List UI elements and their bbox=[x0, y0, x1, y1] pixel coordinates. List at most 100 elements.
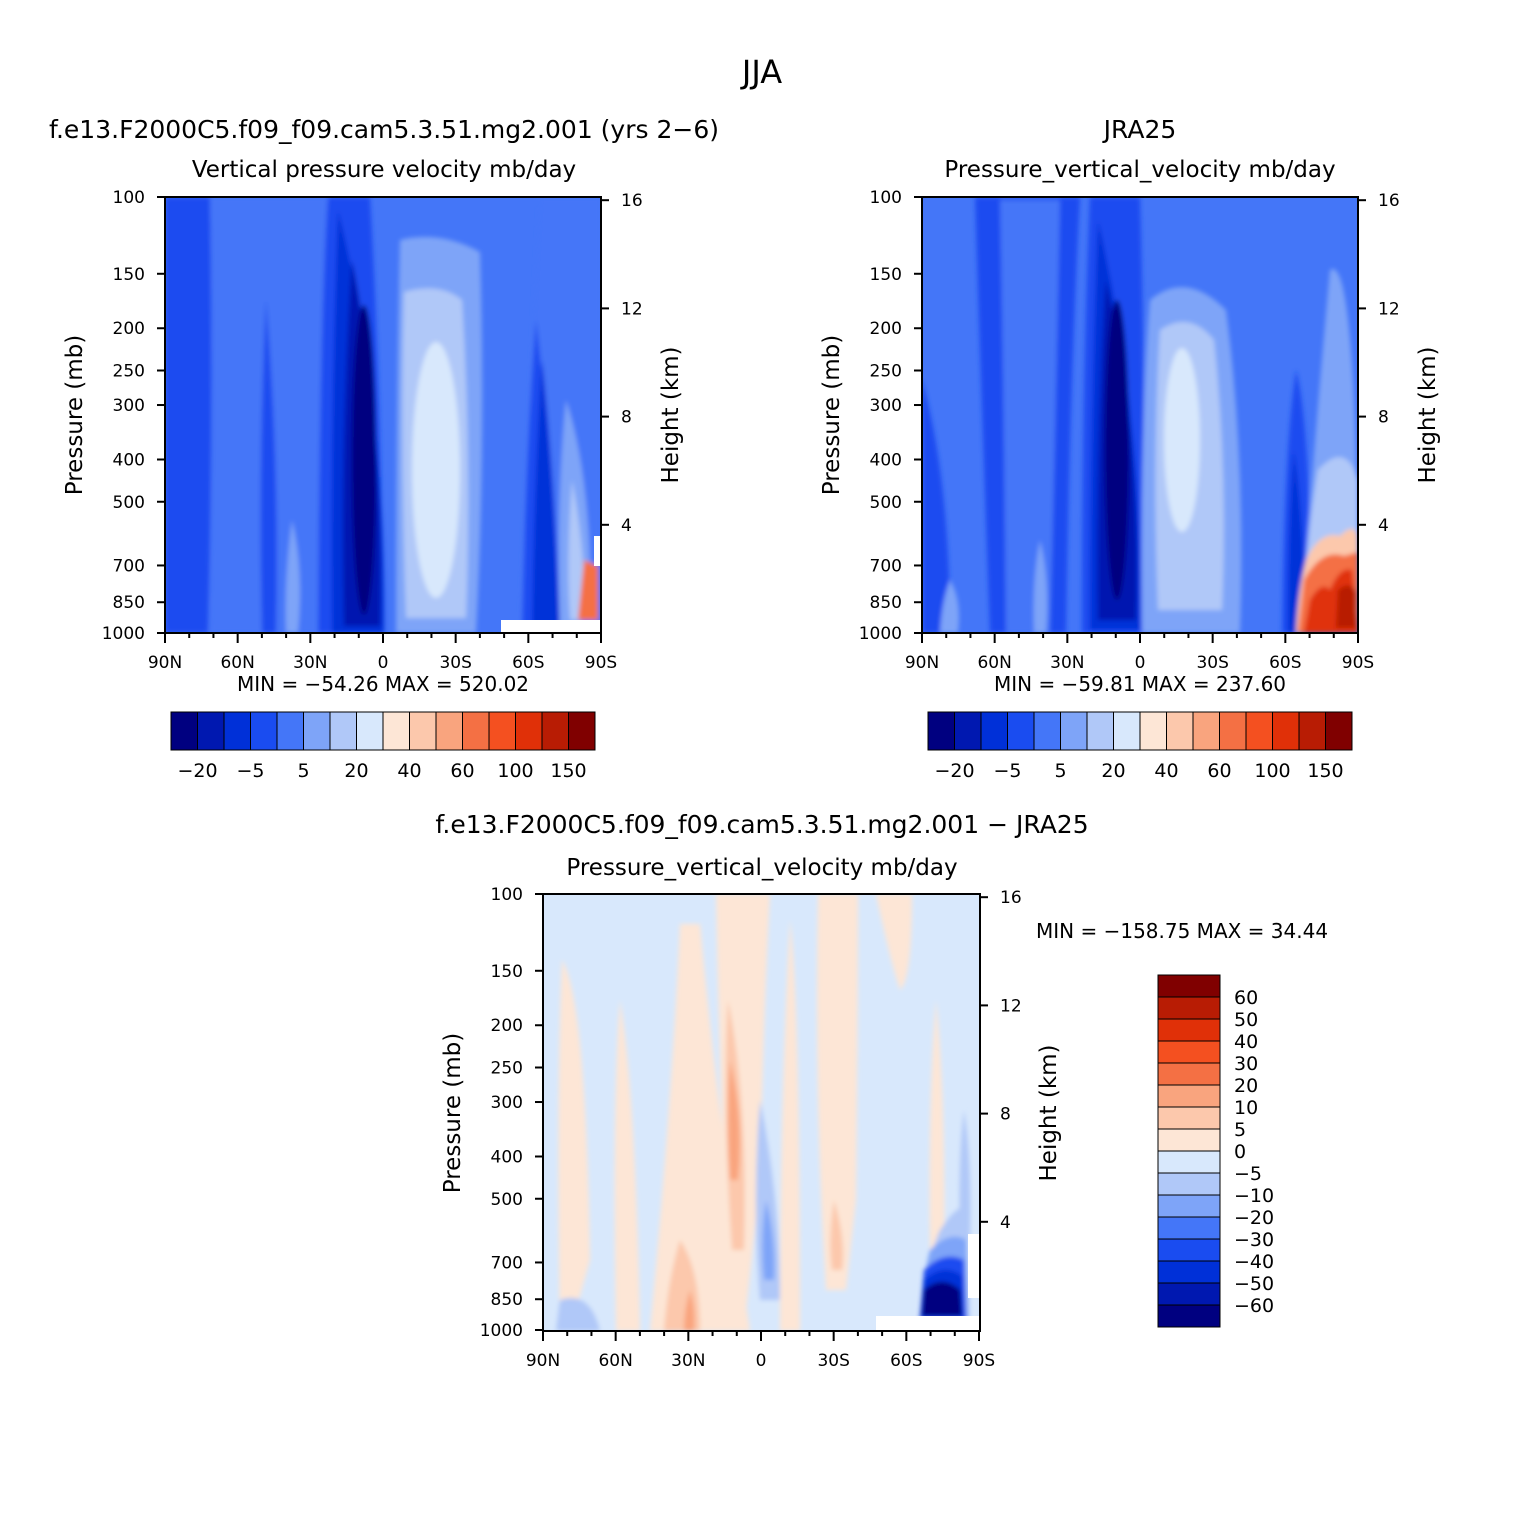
latitude-tick-label: 0 bbox=[1135, 653, 1146, 673]
figure-title: JJA bbox=[740, 53, 782, 91]
pressure-axis: 100 150 200 250 300 400 500 700 850 1000 bbox=[859, 188, 922, 644]
colorbar-swatch bbox=[1325, 711, 1353, 751]
colorbar-swatch bbox=[276, 711, 304, 751]
pressure-tick-label: 100 bbox=[113, 188, 145, 208]
contour-band bbox=[558, 960, 590, 1331]
colorbar-label: −5 bbox=[993, 760, 1021, 782]
colorbar-label: 5 bbox=[297, 760, 309, 782]
pressure-tick-label: 150 bbox=[870, 265, 902, 285]
latitude-tick-label: 0 bbox=[378, 653, 389, 673]
missing-data-patch bbox=[968, 1234, 980, 1298]
contour-band bbox=[650, 924, 750, 1331]
colorbar-swatch bbox=[1139, 711, 1167, 751]
colorbar-swatch bbox=[382, 711, 410, 751]
contour-band bbox=[762, 1200, 775, 1280]
pressure-tick-label: 100 bbox=[491, 885, 523, 905]
pressure-tick-label: 300 bbox=[113, 396, 145, 416]
colorbar-swatch bbox=[462, 711, 490, 751]
height-tick-label: 8 bbox=[1378, 408, 1389, 428]
panel-model: f.e13.F2000C5.f09_f09.cam5.3.51.mg2.001 … bbox=[49, 115, 719, 782]
colorbar-label: 150 bbox=[1307, 760, 1343, 782]
colorbar-swatch bbox=[435, 711, 463, 751]
pressure-tick-label: 400 bbox=[870, 450, 902, 470]
contour-band bbox=[817, 894, 858, 1290]
contour-band bbox=[684, 1290, 695, 1331]
latitude-tick-label: 90N bbox=[148, 653, 182, 673]
contour-band bbox=[578, 560, 598, 620]
y-axis-label-left: Pressure (mb) bbox=[62, 335, 88, 495]
colorbar-swatch bbox=[1166, 711, 1194, 751]
colorbar-label: −20 bbox=[1234, 1207, 1274, 1229]
colorbar-swatch bbox=[980, 711, 1008, 751]
contour-band bbox=[260, 300, 277, 633]
pressure-tick-label: 500 bbox=[870, 493, 902, 513]
height-tick-label: 12 bbox=[1000, 996, 1022, 1016]
colorbar-swatch bbox=[488, 711, 516, 751]
height-tick-label: 12 bbox=[621, 299, 643, 319]
colorbar-label: 5 bbox=[1054, 760, 1066, 782]
pressure-axis: 100 150 200 250 300 400 500 700 850 1000 bbox=[480, 885, 543, 1341]
panel-title: JRA25 bbox=[1102, 115, 1177, 144]
contour-band bbox=[532, 360, 560, 633]
colorbar-swatch bbox=[1157, 1216, 1221, 1240]
colorbar-label: −10 bbox=[1234, 1185, 1274, 1207]
colorbar-swatch bbox=[1157, 1150, 1221, 1174]
latitude-tick-label: 90S bbox=[585, 653, 617, 673]
colorbar-label: 5 bbox=[1234, 1119, 1246, 1141]
colorbar-swatch bbox=[1157, 1282, 1221, 1306]
colorbar-swatch bbox=[515, 711, 543, 751]
latitude-tick-label: 90N bbox=[905, 653, 939, 673]
colorbar-swatch bbox=[223, 711, 251, 751]
pressure-tick-label: 400 bbox=[113, 450, 145, 470]
colorbar-label: −30 bbox=[1234, 1229, 1274, 1251]
colorbar-swatch bbox=[1157, 1106, 1221, 1130]
colorbar-label: 0 bbox=[1234, 1141, 1246, 1163]
contour-band bbox=[716, 894, 770, 1331]
missing-data-patch bbox=[594, 536, 601, 566]
pressure-tick-label: 700 bbox=[113, 556, 145, 576]
contour-band bbox=[756, 1100, 780, 1300]
colorbar-label: 60 bbox=[1207, 760, 1231, 782]
height-tick-label: 16 bbox=[1378, 191, 1400, 211]
latitude-tick-label: 60N bbox=[220, 653, 254, 673]
colorbar-swatch bbox=[1245, 711, 1273, 751]
colorbar-swatch bbox=[1060, 711, 1088, 751]
height-axis: 16 12 8 4 bbox=[601, 191, 643, 536]
height-axis: 16 12 8 4 bbox=[980, 888, 1022, 1233]
colorbar-swatch bbox=[1157, 1238, 1221, 1262]
colorbar-swatch bbox=[1157, 974, 1221, 998]
panel-subtitle: Vertical pressure velocity mb/day bbox=[192, 157, 576, 183]
latitude-tick-label: 60S bbox=[1269, 653, 1301, 673]
colorbar-swatch bbox=[568, 711, 596, 751]
height-tick-label: 8 bbox=[621, 408, 632, 428]
colorbar-label: 60 bbox=[450, 760, 474, 782]
contour-band bbox=[285, 520, 300, 633]
pressure-axis: 100 150 200 250 300 400 500 700 850 1000 bbox=[102, 188, 165, 644]
latitude-tick-label: 30N bbox=[293, 653, 327, 673]
colorbar-swatch bbox=[954, 711, 982, 751]
pressure-tick-label: 400 bbox=[491, 1147, 523, 1167]
contour-band bbox=[922, 1282, 962, 1316]
colorbar-label: 40 bbox=[1234, 1031, 1258, 1053]
colorbar-swatch bbox=[303, 711, 331, 751]
contour-band bbox=[876, 894, 912, 990]
colorbar-label: 40 bbox=[1154, 760, 1178, 782]
pressure-tick-label: 150 bbox=[491, 962, 523, 982]
min-max-stats: MIN = −54.26 MAX = 520.02 bbox=[237, 672, 529, 696]
colorbar-label: −40 bbox=[1234, 1251, 1274, 1273]
panel-difference: f.e13.F2000C5.f09_f09.cam5.3.51.mg2.001 … bbox=[435, 810, 1328, 1371]
colorbar: −20 −5 5 20 40 60 100 150 bbox=[927, 711, 1353, 782]
y-axis-label-right: Height (km) bbox=[1036, 1044, 1062, 1181]
contour-band bbox=[959, 1110, 971, 1240]
contour-band bbox=[412, 342, 460, 598]
pressure-tick-label: 1000 bbox=[480, 1321, 523, 1341]
colorbar-label: 50 bbox=[1234, 1009, 1258, 1031]
colorbar-swatch bbox=[1157, 1084, 1221, 1108]
contour-band bbox=[940, 580, 959, 633]
latitude-axis: 90N 60N 30N 0 30S 60S 90S bbox=[148, 633, 617, 673]
colorbar-label: 100 bbox=[497, 760, 533, 782]
colorbar-swatch bbox=[927, 711, 955, 751]
contour-band bbox=[728, 1060, 740, 1180]
contour-band bbox=[165, 197, 212, 633]
